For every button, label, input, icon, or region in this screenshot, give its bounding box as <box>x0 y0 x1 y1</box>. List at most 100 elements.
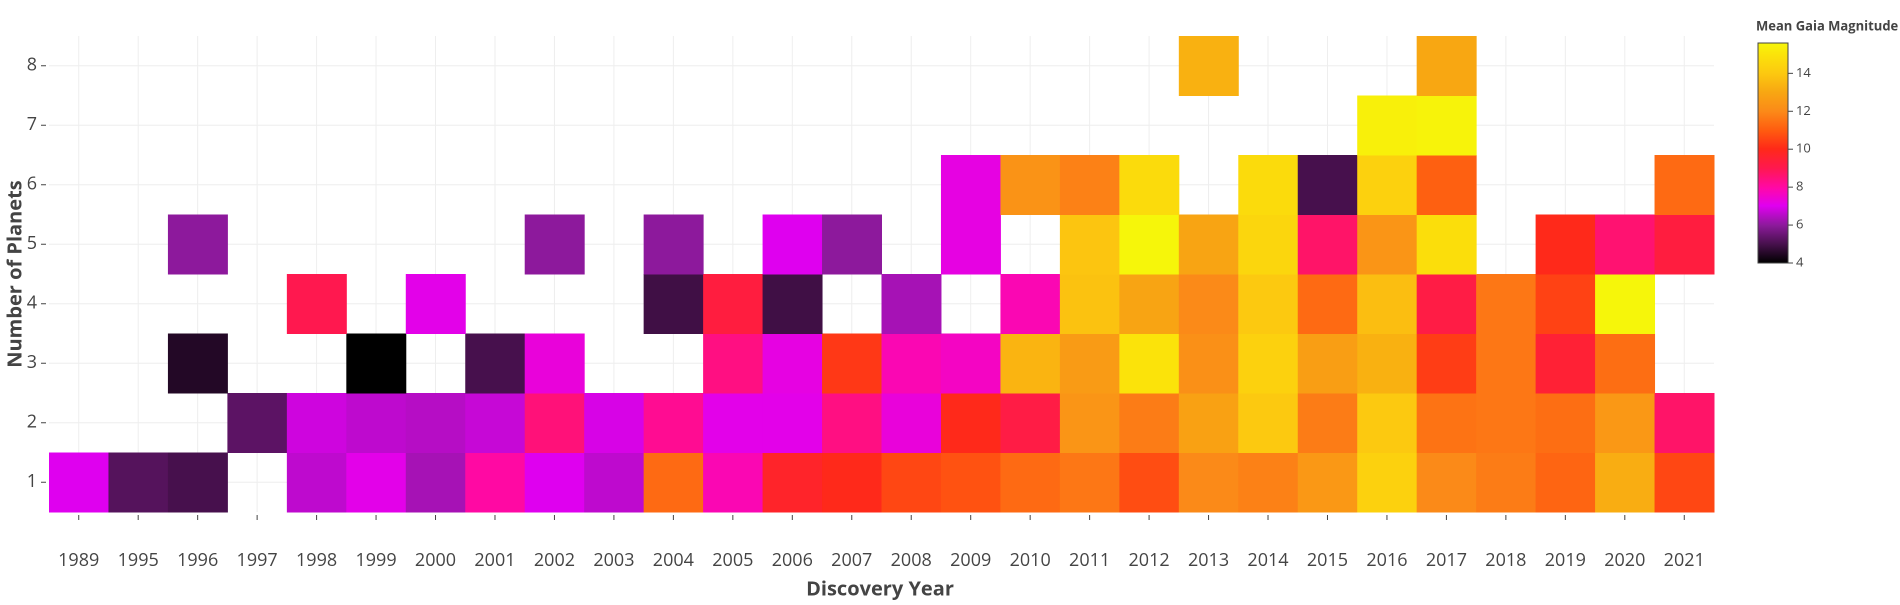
heatmap-cell <box>405 452 466 513</box>
heatmap-cell <box>1595 393 1656 453</box>
heatmap-cell <box>881 333 942 394</box>
x-tick-label: 2011 <box>1069 548 1110 572</box>
heatmap-cell <box>762 393 823 453</box>
heatmap-cell <box>1119 333 1180 394</box>
heatmap-cell <box>822 333 882 394</box>
y-tick-label: 6 <box>27 172 37 196</box>
heatmap-cell <box>108 452 169 513</box>
y-tick-label: 3 <box>27 350 37 374</box>
heatmap-cell <box>1476 393 1537 453</box>
heatmap-cell <box>1416 333 1477 394</box>
heatmap-cell <box>524 393 585 453</box>
heatmap-cell <box>940 452 1001 513</box>
x-tick-label: 1995 <box>118 548 159 572</box>
colorbar-tick-label: 4 <box>1796 252 1804 270</box>
colorbar-scale <box>1757 42 1789 264</box>
heatmap-cell <box>346 393 407 453</box>
heatmap-cell <box>167 214 228 275</box>
y-tick-label: 1 <box>27 469 37 493</box>
heatmap-cell <box>881 393 942 453</box>
heatmap-cell <box>1654 155 1715 215</box>
heatmap-cell <box>1654 214 1715 275</box>
heatmap-cell <box>1119 155 1180 215</box>
heatmap-cell <box>1238 393 1299 453</box>
heatmap-cell <box>1119 393 1180 453</box>
x-tick-label: 1989 <box>58 548 99 572</box>
y-tick-label: 2 <box>27 410 37 434</box>
heatmap-cell <box>1059 155 1120 215</box>
heatmap-cell <box>822 214 882 275</box>
heatmap-cell <box>1535 333 1596 394</box>
x-tick-label: 2004 <box>653 548 694 572</box>
x-tick-label: 2018 <box>1485 548 1526 572</box>
heatmap-cell <box>1297 393 1358 453</box>
heatmap-cell <box>1000 393 1061 453</box>
heatmap-cell <box>1357 155 1418 215</box>
heatmap-cell <box>1595 452 1656 513</box>
x-tick-label: 2006 <box>772 548 813 572</box>
heatmap-cell <box>1238 155 1299 215</box>
heatmap-cell <box>167 452 228 513</box>
heatmap-cell <box>1238 274 1299 334</box>
heatmap-cell <box>1059 452 1120 513</box>
heatmap-cell <box>1297 333 1358 394</box>
heatmap-cell <box>1297 214 1358 275</box>
heatmap-cell <box>346 452 407 513</box>
x-tick-label: 2016 <box>1366 548 1407 572</box>
heatmap-cell <box>405 393 466 453</box>
heatmap-cell <box>762 452 823 513</box>
heatmap-cell <box>703 333 764 394</box>
heatmap-cell <box>1238 333 1299 394</box>
heatmap-cell <box>940 393 1001 453</box>
x-tick-label: 2013 <box>1188 548 1229 572</box>
heatmap-cell <box>465 333 526 394</box>
heatmap-cell <box>1178 452 1239 513</box>
heatmap-cell <box>822 452 882 513</box>
heatmap-cell <box>1535 452 1596 513</box>
heatmap-cell <box>1535 274 1596 334</box>
heatmap-cell <box>286 274 347 334</box>
heatmap-cell <box>762 333 823 394</box>
x-tick-label: 2005 <box>712 548 753 572</box>
heatmap-cell <box>1357 214 1418 275</box>
heatmap-cell <box>584 452 645 513</box>
heatmap-cell <box>1416 274 1477 334</box>
heatmap-cell <box>1059 214 1120 275</box>
heatmap-cell <box>1357 274 1418 334</box>
heatmap-cell <box>1416 155 1477 215</box>
x-tick-label: 2003 <box>593 548 634 572</box>
colorbar-tick-label: 8 <box>1796 177 1803 195</box>
y-tick-label: 8 <box>27 53 37 77</box>
heatmap-cell <box>1357 452 1418 513</box>
heatmap-cell <box>1297 452 1358 513</box>
heatmap-cell <box>1416 36 1477 96</box>
heatmap-cell <box>1000 155 1061 215</box>
heatmap-cell <box>1416 393 1477 453</box>
heatmap-cell <box>405 274 466 334</box>
heatmap-cell <box>643 214 704 275</box>
heatmap-cell <box>167 333 228 394</box>
heatmap-cell <box>1297 155 1358 215</box>
heatmap-cell <box>524 333 585 394</box>
heatmap-cell <box>1535 214 1596 275</box>
x-tick-label: 2019 <box>1545 548 1586 572</box>
x-tick-label: 2015 <box>1307 548 1348 572</box>
x-axis-title: Discovery Year <box>806 574 954 600</box>
heatmap-cell <box>49 452 109 513</box>
colorbar-title: Mean Gaia Magnitude <box>1756 16 1899 34</box>
heatmap-cell <box>465 452 526 513</box>
heatmap-cell <box>1416 452 1477 513</box>
x-tick-label: 2017 <box>1426 548 1467 572</box>
heatmap-cell <box>524 214 585 275</box>
x-tick-label: 2001 <box>474 548 515 572</box>
heatmap-cell <box>1119 274 1180 334</box>
x-tick-label: 1998 <box>296 548 337 572</box>
heatmap-cell <box>703 274 764 334</box>
heatmap-cell <box>1357 393 1418 453</box>
heatmap-cell <box>1476 333 1537 394</box>
heatmap-cell <box>1000 452 1061 513</box>
heatmap-cell <box>881 452 942 513</box>
y-tick-label: 5 <box>27 231 37 255</box>
heatmap-cell <box>822 393 882 453</box>
